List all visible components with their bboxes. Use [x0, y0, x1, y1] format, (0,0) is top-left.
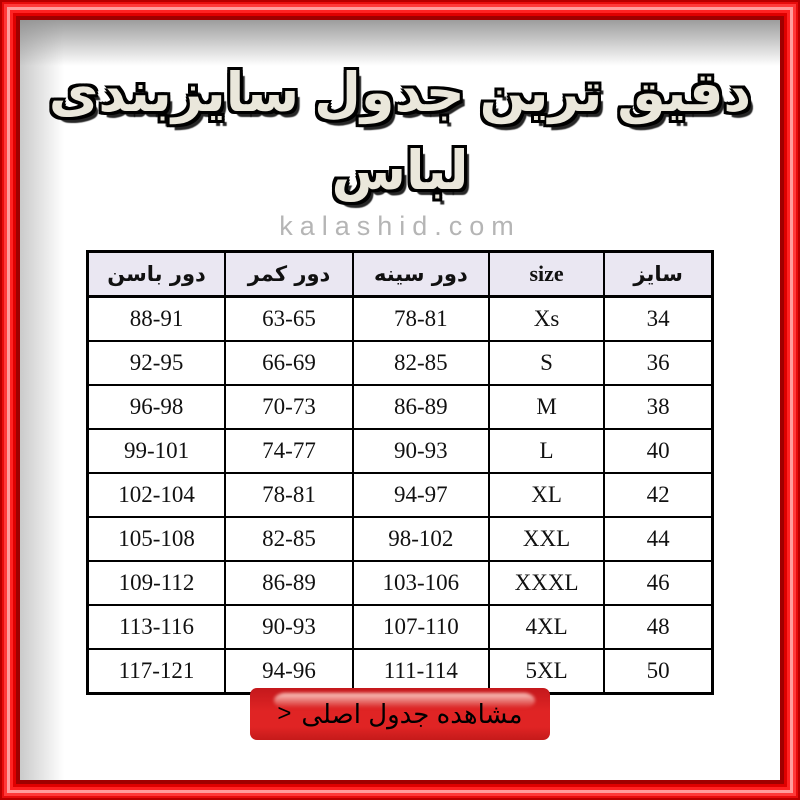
- size-table: دور باسن دور کمر دور سینه size سایز 88-91 63-…: [86, 249, 714, 695]
- table-row: 92-95 66-69 82-85 S 36: [86, 339, 714, 386]
- table-row: 105-108 82-85 98-102 XXL 44: [86, 515, 714, 562]
- cell-hip: 92-95: [86, 339, 227, 386]
- cell-size_en: 5XL: [487, 647, 606, 695]
- table-row: 102-104 78-81 94-97 XL 42: [86, 471, 714, 518]
- cell-waist: 78-81: [224, 471, 354, 518]
- cell-hip: 96-98: [86, 383, 227, 430]
- cell-chest: 98-102: [351, 515, 490, 562]
- cell-chest: 111-114: [351, 647, 490, 695]
- cell-waist: 70-73: [224, 383, 354, 430]
- table-header-row: دور باسن دور کمر دور سینه size سایز: [86, 250, 714, 298]
- cell-size_fa: 40: [603, 427, 714, 474]
- cell-size_fa: 50: [603, 647, 714, 695]
- view-original-table-button[interactable]: > مشاهده جدول اصلی: [250, 688, 550, 740]
- right-arrow-icon: >: [277, 700, 292, 727]
- cell-hip: 102-104: [86, 471, 227, 518]
- cell-hip: 99-101: [86, 427, 227, 474]
- cell-size_en: 4XL: [487, 603, 606, 650]
- cell-size_en: XXXL: [487, 559, 606, 606]
- column-header-size_fa: سایز: [603, 250, 714, 298]
- table-row: 113-116 90-93 107-110 4XL 48: [86, 603, 714, 650]
- cell-hip: 105-108: [86, 515, 227, 562]
- page-title: دقیق ترین جدول سایزبندی لباس: [48, 63, 752, 202]
- cell-waist: 63-65: [224, 295, 354, 342]
- cell-waist: 94-96: [224, 647, 354, 695]
- cell-hip: 113-116: [86, 603, 227, 650]
- cell-chest: 103-106: [351, 559, 490, 606]
- cell-chest: 86-89: [351, 383, 490, 430]
- size-table-body: 88-91 63-65 78-81 Xs 34 92-95 66-69 82-85 S 36 96-…: [86, 295, 714, 695]
- column-header-chest: دور سینه: [351, 250, 490, 298]
- table-row: 99-101 74-77 90-93 L 40: [86, 427, 714, 474]
- cell-waist: 82-85: [224, 515, 354, 562]
- cell-chest: 82-85: [351, 339, 490, 386]
- cell-size_en: XXL: [487, 515, 606, 562]
- table-row: 117-121 94-96 111-114 5XL 50: [86, 647, 714, 695]
- cell-size_en: L: [487, 427, 606, 474]
- table-row: 96-98 70-73 86-89 M 38: [86, 383, 714, 430]
- table-row: 109-112 86-89 103-106 XXXL 46: [86, 559, 714, 606]
- cell-size_en: M: [487, 383, 606, 430]
- watermark-text: kalashid.com: [279, 210, 521, 241]
- cell-size_en: XL: [487, 471, 606, 518]
- cell-size_fa: 34: [603, 295, 714, 342]
- column-header-size_en: size: [487, 250, 606, 298]
- cell-size_fa: 36: [603, 339, 714, 386]
- size-table-head: دور باسن دور کمر دور سینه size سایز: [86, 250, 714, 298]
- cell-size_fa: 48: [603, 603, 714, 650]
- cell-chest: 107-110: [351, 603, 490, 650]
- cell-size_en: S: [487, 339, 606, 386]
- table-row: 88-91 63-65 78-81 Xs 34: [86, 295, 714, 342]
- cell-chest: 94-97: [351, 471, 490, 518]
- cell-waist: 74-77: [224, 427, 354, 474]
- content-area: دقیق ترین جدول سایزبندی لباس kalashid.co…: [20, 20, 780, 780]
- cell-waist: 66-69: [224, 339, 354, 386]
- cell-chest: 90-93: [351, 427, 490, 474]
- cell-size_fa: 42: [603, 471, 714, 518]
- cell-chest: 78-81: [351, 295, 490, 342]
- cell-waist: 90-93: [224, 603, 354, 650]
- view-original-table-label: مشاهده جدول اصلی: [301, 698, 523, 729]
- cell-hip: 117-121: [86, 647, 227, 695]
- cell-size_en: Xs: [487, 295, 606, 342]
- cell-hip: 88-91: [86, 295, 227, 342]
- column-header-waist: دور کمر: [224, 250, 354, 298]
- cell-size_fa: 44: [603, 515, 714, 562]
- cell-size_fa: 38: [603, 383, 714, 430]
- cell-waist: 86-89: [224, 559, 354, 606]
- column-header-hip: دور باسن: [86, 250, 227, 298]
- cell-size_fa: 46: [603, 559, 714, 606]
- cell-hip: 109-112: [86, 559, 227, 606]
